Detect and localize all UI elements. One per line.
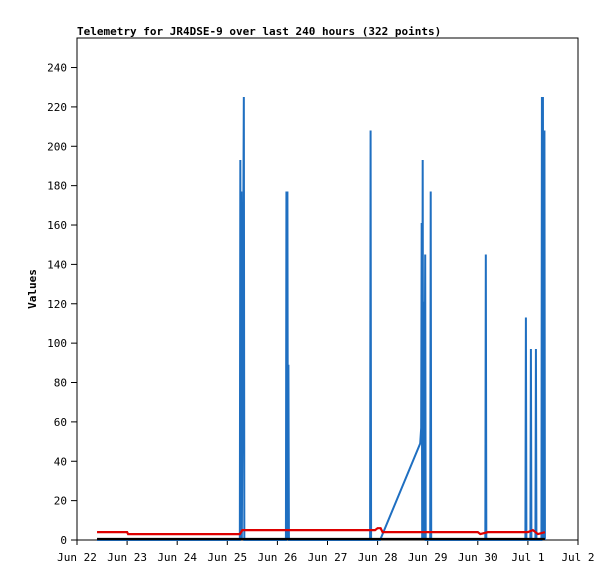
x-tick-label: Jun 25 [207, 551, 247, 564]
y-tick-label: 200 [47, 140, 67, 153]
x-tick-label: Jun 22 [57, 551, 97, 564]
y-tick-label: 160 [47, 219, 67, 232]
x-tick-label: Jun 30 [458, 551, 498, 564]
x-tick-label: Jun 29 [408, 551, 448, 564]
x-axis: Jun 22 Jun 23 Jun 24 Jun 25 Jun 26 Jun 27 Jun … [57, 540, 595, 564]
x-tick-label: Jun 28 [358, 551, 398, 564]
x-tick-label: Jun 26 [258, 551, 298, 564]
x-tick-label: Jun 27 [308, 551, 348, 564]
y-tick-label: 240 [47, 62, 67, 75]
y-tick-label: 80 [54, 377, 67, 390]
x-tick-label: Jul 2 [561, 551, 594, 564]
y-tick-label: 100 [47, 337, 67, 350]
y-tick-label: 120 [47, 298, 67, 311]
y-axis: 0 20 40 60 80 100 120 140 160 180 200 220 240 [47, 62, 77, 547]
chart-title: Telemetry for JR4DSE-9 over last 240 hou… [77, 25, 441, 38]
y-tick-label: 60 [54, 416, 67, 429]
x-tick-label: Jun 23 [107, 551, 147, 564]
x-tick-label: Jun 24 [157, 551, 197, 564]
y-axis-label: Values [26, 269, 39, 309]
y-tick-label: 20 [54, 495, 67, 508]
series-line-1 [97, 97, 546, 541]
series-line-2 [97, 527, 546, 536]
y-tick-label: 40 [54, 455, 67, 468]
series-layer [97, 97, 546, 541]
y-tick-label: 180 [47, 180, 67, 193]
x-tick-label: Jul 1 [511, 551, 544, 564]
y-tick-label: 140 [47, 258, 67, 271]
plot-area [76, 37, 579, 541]
y-tick-label: 220 [47, 101, 67, 114]
y-tick-label: 0 [60, 534, 67, 547]
